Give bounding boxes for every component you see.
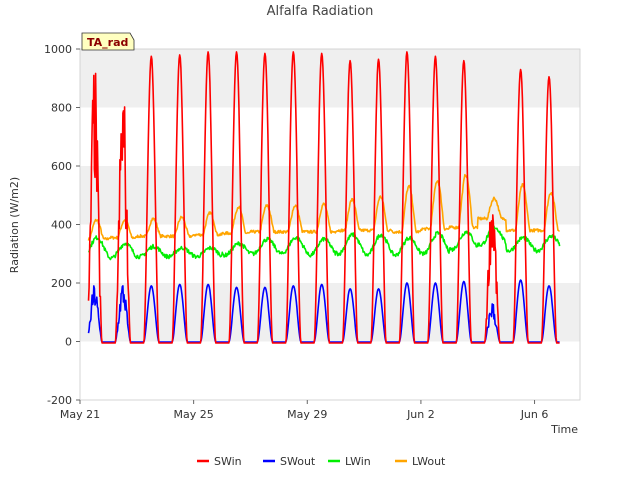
x-tick-label: May 21 [60, 408, 100, 421]
x-axis: May 21 May 25 May 29 Jun 2 Jun 6 [60, 400, 549, 421]
y-tick-label: 800 [51, 102, 72, 115]
x-tick-label: May 25 [174, 408, 214, 421]
series-line-swout [87, 279, 560, 343]
legend-label-swout: SWout [280, 455, 316, 468]
legend-label-swin: SWin [214, 455, 242, 468]
y-tick-label: 1000 [44, 43, 72, 56]
y-axis-label: Radiation (W/m2) [8, 177, 21, 273]
x-tick-label: Jun 2 [406, 408, 435, 421]
y-tick-label: 400 [51, 219, 72, 232]
legend-label-lwin: LWin [345, 455, 371, 468]
site-badge-label: TA_rad [87, 36, 128, 49]
x-tick-label: Jun 6 [520, 408, 549, 421]
y-tick-label: 600 [51, 160, 72, 173]
y-axis: -200 0 200 400 600 800 1000 [44, 43, 80, 407]
site-badge: TA_rad [81, 32, 135, 51]
legend-label-lwout: LWout [412, 455, 446, 468]
series-line-swin [87, 51, 560, 344]
y-tick-label: 200 [51, 277, 72, 290]
grid-band [80, 166, 580, 225]
grid-band [80, 49, 580, 108]
y-tick-label: -200 [47, 394, 72, 407]
y-tick-label: 0 [65, 336, 72, 349]
x-tick-label: May 29 [287, 408, 327, 421]
x-axis-label: Time [550, 423, 578, 436]
chart-title: Alfalfa Radiation [267, 4, 374, 19]
legend: SWin SWout LWin LWout [197, 455, 446, 468]
series-line-lwin [87, 225, 561, 261]
series-layer [87, 51, 561, 344]
series-line-lwout [87, 173, 560, 241]
site-badge-box [81, 32, 135, 51]
